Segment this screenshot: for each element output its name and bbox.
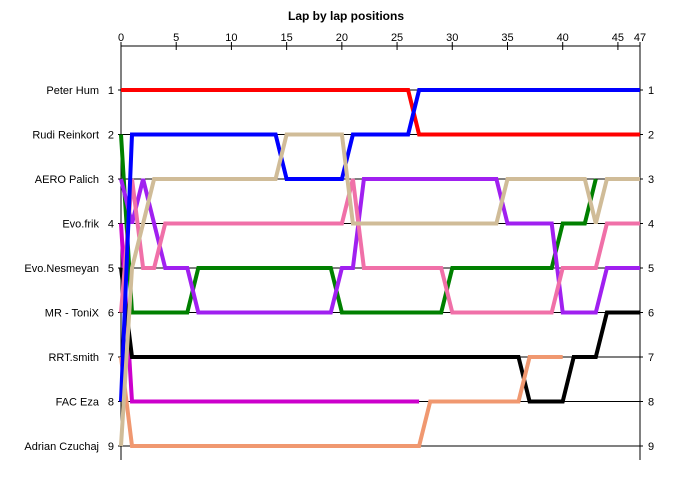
driver-label: Evo.frik [62, 219, 99, 231]
x-tick-label: 30 [446, 32, 458, 44]
x-tick-label: 15 [281, 32, 293, 44]
driver-label: AERO Palich [35, 174, 99, 186]
x-tick-label: 35 [501, 32, 513, 44]
x-tick-label: 47 [634, 32, 646, 44]
axes [118, 42, 643, 460]
y-position-number-right: 5 [648, 263, 654, 275]
x-tick-label: 20 [336, 32, 348, 44]
y-position-number-left: 4 [108, 219, 114, 231]
x-tick-label: 45 [612, 32, 624, 44]
driver-label: MR - ToniX [45, 308, 100, 320]
y-position-number-left: 8 [108, 397, 114, 409]
series-line-aero-palich [119, 177, 640, 315]
y-position-number-left: 9 [108, 441, 114, 453]
y-position-number-right: 6 [648, 308, 654, 320]
chart-title: Lap by lap positions [288, 9, 404, 23]
x-tick-label: 5 [173, 32, 179, 44]
driver-label: FAC Eza [56, 397, 100, 409]
x-tick-label: 40 [557, 32, 569, 44]
driver-label: RRT.smith [48, 352, 99, 364]
series-line-adrian-czuchaj [119, 132, 640, 447]
x-tick-label: 25 [391, 32, 403, 44]
y-position-number-left: 1 [108, 85, 114, 97]
y-position-number-right: 9 [648, 441, 654, 453]
y-position-number-left: 5 [108, 263, 114, 275]
y-position-number-left: 6 [108, 308, 114, 320]
y-position-number-right: 8 [648, 397, 654, 409]
x-tick-label: 0 [118, 32, 124, 44]
series-lines [119, 88, 640, 448]
series-line-fac-eza [119, 88, 640, 402]
series-line-evo-nesmeyan [119, 267, 640, 404]
driver-label: Rudi Reinkort [32, 130, 99, 142]
driver-label: Adrian Czuchaj [24, 441, 99, 453]
y-position-number-left: 3 [108, 174, 114, 186]
y-position-number-right: 7 [648, 352, 654, 364]
y-position-number-right: 3 [648, 174, 654, 186]
driver-label: Evo.Nesmeyan [24, 263, 99, 275]
y-position-number-right: 4 [648, 219, 654, 231]
x-tick-label: 10 [225, 32, 237, 44]
y-position-number-left: 7 [108, 352, 114, 364]
series-line-rudi-reinkort [119, 134, 598, 315]
series-line-rrt-smith [119, 355, 563, 448]
series-line-peter-hum [121, 88, 640, 137]
series-line-evo-frik [119, 223, 420, 404]
y-position-number-right: 1 [648, 85, 654, 97]
y-position-number-left: 2 [108, 130, 114, 142]
y-position-number-right: 2 [648, 130, 654, 142]
series-line-mr-tonix [119, 178, 640, 315]
driver-label: Peter Hum [46, 85, 99, 97]
